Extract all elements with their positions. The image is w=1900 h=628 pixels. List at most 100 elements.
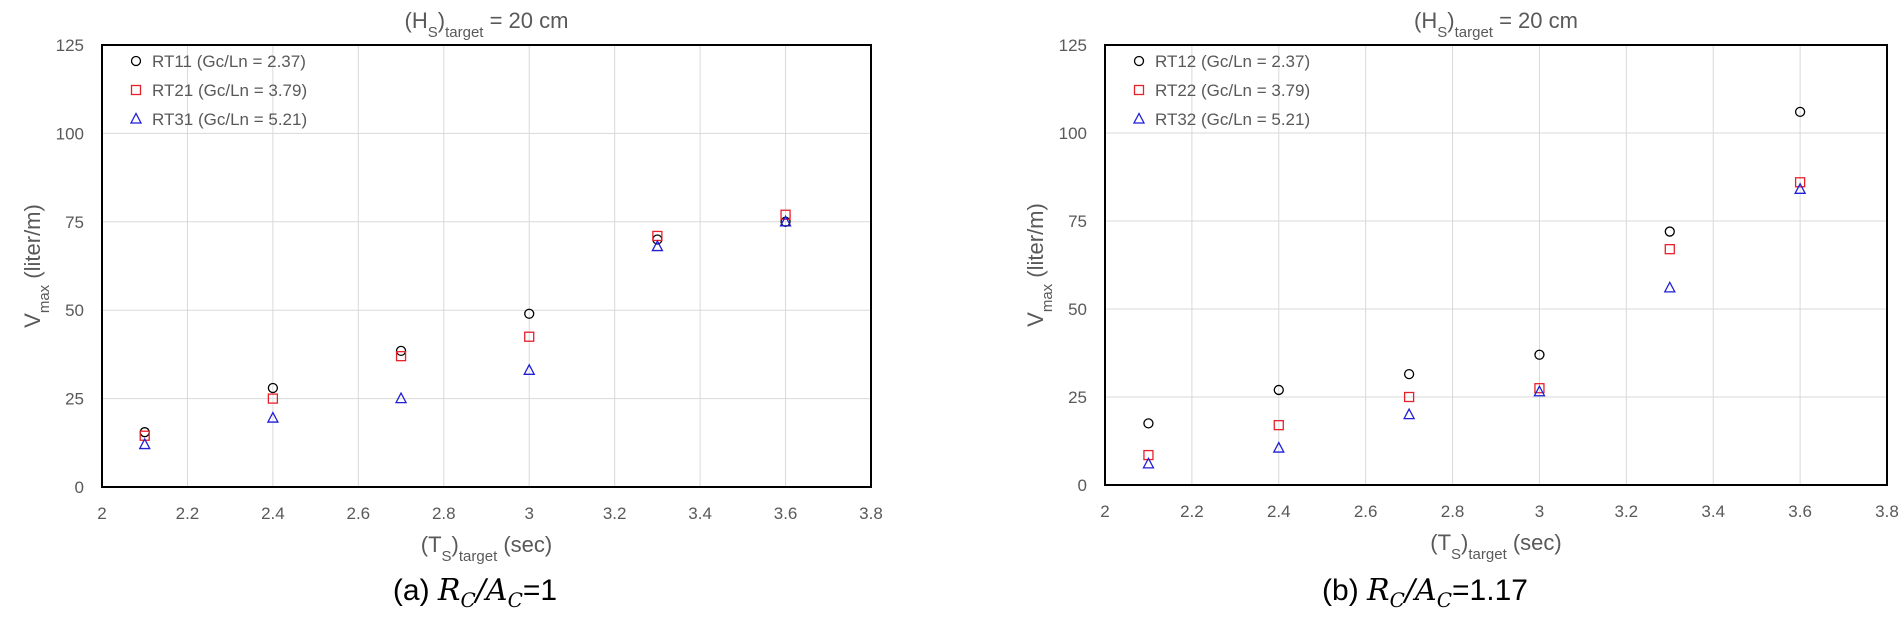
x-axis-title: (TS)target (sec) [1430, 530, 1561, 563]
series-triangle [1142, 182, 1807, 469]
y-tick-label: 100 [56, 124, 84, 143]
legend-entry: RT22 (Gc/Ln = 3.79) [1155, 81, 1310, 100]
data-point-triangle [138, 437, 151, 450]
x-tick-label: 2.4 [1267, 502, 1291, 521]
y-tick-label: 0 [75, 478, 84, 497]
plot-frame [101, 44, 872, 488]
x-tick-label: 3.4 [1701, 502, 1725, 521]
chart-title: (HS)target = 20 cm [1414, 8, 1578, 41]
series-square [1143, 177, 1806, 461]
data-point-circle [524, 308, 535, 319]
series-triangle [138, 214, 792, 450]
scatter-chart-a: 2 2.2 2.4 2.6 2.8 3 3.2 3.4 3.6 3.8 0 25 50 75 100 125 (… [20, 8, 883, 565]
y-tick-label: 100 [1059, 124, 1087, 143]
caption-prefix: (a) [392, 574, 438, 607]
legend-marker-circle [1133, 55, 1145, 67]
x-tick-label: 3.2 [1615, 502, 1639, 521]
x-tick-label: 2.8 [1441, 502, 1465, 521]
data-point-square [1403, 391, 1415, 403]
data-point-square [1273, 420, 1284, 431]
legend-marker-triangle [129, 112, 143, 124]
chart-title: (HS)target = 20 cm [405, 8, 569, 41]
caption-sub-c1: C [1389, 588, 1405, 612]
y-tick-label: 25 [65, 390, 84, 409]
data-point-triangle [523, 363, 536, 375]
x-tick-label: 3.8 [1875, 502, 1899, 521]
y-axis-title: Vmax (liter/m) [20, 204, 53, 328]
x-axis-title: (TS)target (sec) [421, 532, 552, 565]
data-point-circle [652, 234, 663, 245]
series-circle [139, 216, 791, 438]
caption-value: =1 [522, 574, 558, 607]
data-point-square [1794, 177, 1806, 188]
scatter-chart-b: 2 2.2 2.4 2.6 2.8 3 3.2 3.4 3.6 3.8 0 25 50 75 100 125 (… [1023, 8, 1899, 563]
data-point-triangle [1142, 456, 1155, 469]
legend-entry: RT12 (Gc/Ln = 2.37) [1155, 52, 1310, 71]
caption-value: =1.17 [1452, 574, 1528, 607]
data-point-square [1534, 383, 1545, 394]
data-point-circle [395, 345, 407, 357]
caption-sub-c2: C [507, 588, 523, 612]
data-point-square [780, 209, 791, 220]
series-circle [1143, 106, 1806, 429]
legend-marker-square [130, 84, 142, 96]
x-tick-label: 2.2 [176, 504, 200, 523]
y-axis-title: Vmax (liter/m) [1023, 203, 1056, 327]
data-point-triangle [266, 411, 279, 423]
x-tick-label: 2.6 [1354, 502, 1378, 521]
legend-marker-triangle [1132, 112, 1146, 124]
legend: RT12 (Gc/Ln = 2.37) RT22 (Gc/Ln = 3.79) RT… [1132, 52, 1310, 129]
y-tick-label: 75 [65, 213, 84, 232]
data-point-triangle [1403, 407, 1416, 420]
caption-b: (b) RC/AC=1.17 [950, 573, 1900, 612]
data-point-triangle [779, 214, 792, 227]
x-tick-label: 3.4 [688, 504, 712, 523]
x-tick-label: 2 [97, 504, 106, 523]
y-tick-label: 50 [1068, 300, 1087, 319]
x-tick-label: 3.6 [774, 504, 798, 523]
x-tick-label: 3.2 [603, 504, 627, 523]
caption-math-a: A [485, 573, 508, 608]
series-square [139, 209, 791, 441]
legend: RT11 (Gc/Ln = 2.37) RT21 (Gc/Ln = 3.79) RT… [129, 52, 307, 129]
legend-entry: RT21 (Gc/Ln = 3.79) [152, 81, 307, 100]
data-point-triangle [1533, 384, 1546, 397]
data-point-square [267, 393, 279, 404]
data-point-circle [267, 382, 279, 394]
x-tick-label: 3 [1535, 502, 1544, 521]
data-point-circle [1273, 384, 1284, 396]
data-point-square [395, 351, 407, 362]
y-tick-label: 125 [1059, 36, 1087, 55]
y-tick-label: 75 [1068, 212, 1087, 231]
data-point-circle [1143, 418, 1154, 429]
legend-marker-square [1133, 84, 1145, 96]
chart-panel-a: 2 2.2 2.4 2.6 2.8 3 3.2 3.4 3.6 3.8 0 25 50 75 100 125 (… [0, 8, 950, 612]
caption-math-a: A [1415, 573, 1437, 608]
x-tick-label: 3.6 [1788, 502, 1812, 521]
data-point-circle [1403, 368, 1415, 380]
y-tick-label: 125 [56, 36, 84, 55]
data-point-circle [1794, 106, 1806, 118]
y-tick-label: 50 [65, 301, 84, 320]
caption-a: (a) RC/AC=1 [0, 573, 950, 612]
data-point-triangle [1272, 441, 1285, 453]
data-point-triangle [394, 391, 408, 404]
data-point-circle [1664, 226, 1675, 237]
data-point-triangle [651, 239, 664, 252]
data-point-triangle [1663, 280, 1676, 293]
x-tick-label: 3 [524, 504, 533, 523]
x-tick-label: 2 [1100, 502, 1109, 521]
data-point-square [1664, 244, 1675, 255]
x-tick-label: 2.6 [347, 504, 371, 523]
chart-panel-b: 2 2.2 2.4 2.6 2.8 3 3.2 3.4 3.6 3.8 0 25 50 75 100 125 (… [950, 0, 1900, 628]
data-point-square [524, 331, 535, 342]
legend-marker-circle [130, 55, 142, 67]
y-tick-label: 0 [1078, 476, 1087, 495]
caption-slash: / [475, 573, 486, 608]
data-point-triangle [1794, 182, 1807, 194]
data-point-circle [139, 427, 150, 438]
caption-prefix: (b) [1322, 574, 1368, 607]
data-point-circle [1534, 349, 1545, 360]
x-tick-label: 2.8 [432, 504, 456, 523]
legend-entry: RT32 (Gc/Ln = 5.21) [1155, 110, 1310, 129]
